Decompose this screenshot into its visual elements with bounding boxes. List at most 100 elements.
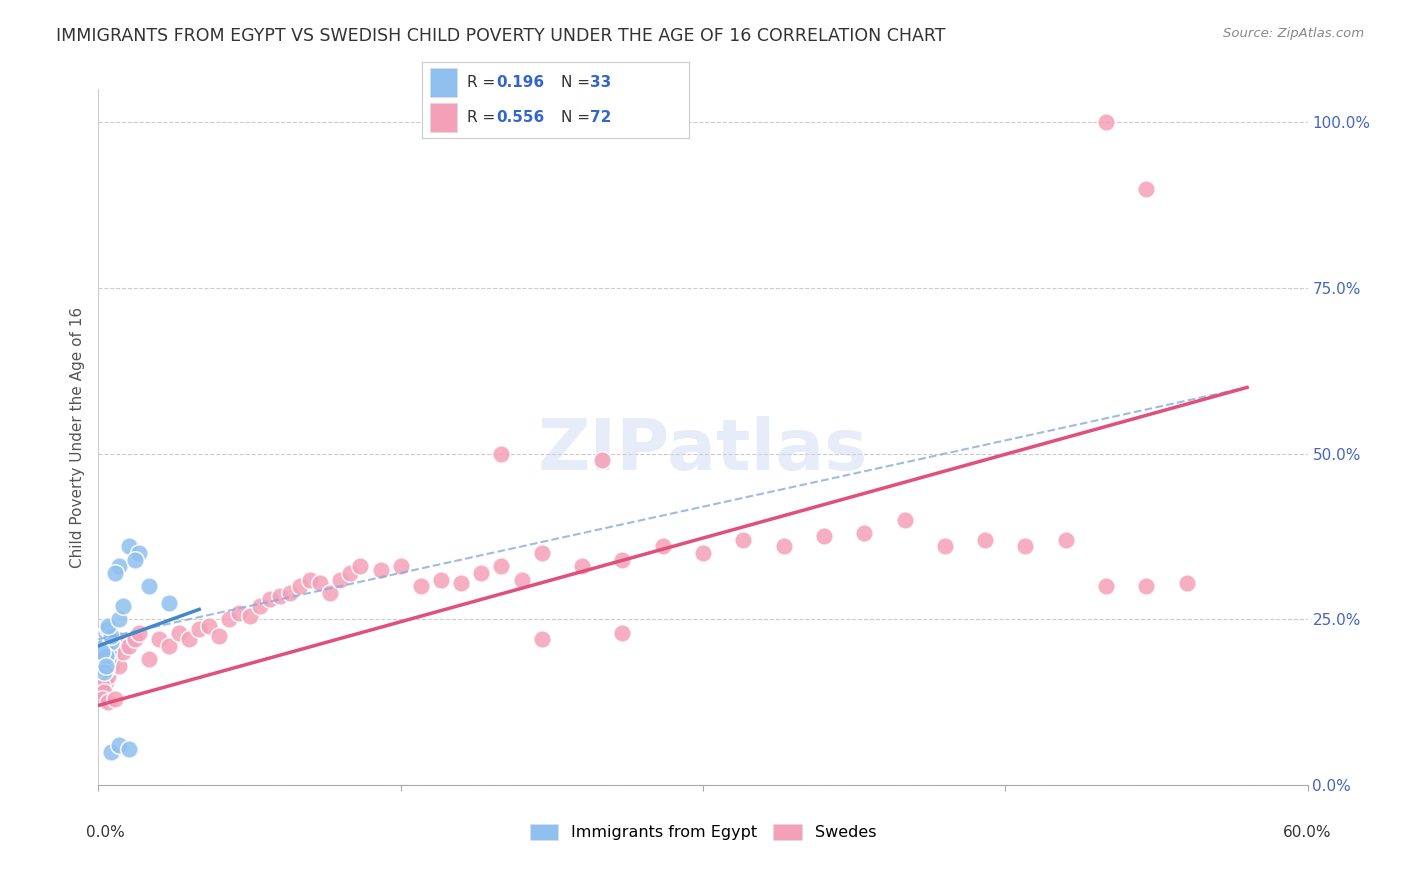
Point — [100, 745, 122, 759]
Point — [157, 596, 180, 610]
Point — [97, 619, 120, 633]
Text: N =: N = — [561, 75, 595, 90]
Point — [97, 695, 120, 709]
Y-axis label: Child Poverty Under the Age of 16: Child Poverty Under the Age of 16 — [69, 307, 84, 567]
Point — [470, 566, 492, 580]
Point — [124, 632, 146, 647]
Point — [100, 635, 122, 649]
Point — [128, 546, 150, 560]
Point — [103, 639, 125, 653]
Text: 72: 72 — [591, 111, 612, 125]
Point — [118, 639, 141, 653]
Point — [101, 645, 124, 659]
Point — [107, 559, 129, 574]
Point — [612, 552, 634, 566]
Point — [1014, 540, 1036, 554]
Legend: Immigrants from Egypt, Swedes: Immigrants from Egypt, Swedes — [523, 817, 883, 847]
Point — [107, 658, 129, 673]
Point — [430, 573, 453, 587]
Point — [349, 559, 371, 574]
Point — [288, 579, 311, 593]
Point — [692, 546, 714, 560]
Point — [228, 606, 250, 620]
Point — [813, 529, 835, 543]
Point — [118, 741, 141, 756]
Point — [97, 622, 120, 636]
Point — [1095, 115, 1118, 129]
Point — [118, 540, 141, 554]
Point — [571, 559, 593, 574]
Point — [1095, 579, 1118, 593]
Bar — [430, 103, 457, 132]
Point — [239, 609, 262, 624]
Point — [651, 540, 673, 554]
Point — [259, 592, 281, 607]
Point — [1135, 181, 1157, 195]
Point — [105, 632, 128, 647]
Point — [1054, 533, 1077, 547]
Point — [309, 575, 332, 590]
Text: R =: R = — [467, 75, 501, 90]
Point — [93, 658, 115, 673]
Point — [530, 632, 553, 647]
Point — [278, 586, 301, 600]
Point — [91, 691, 114, 706]
Point — [96, 648, 118, 663]
Text: Source: ZipAtlas.com: Source: ZipAtlas.com — [1223, 27, 1364, 40]
Point — [96, 658, 118, 673]
Point — [128, 625, 150, 640]
Point — [218, 612, 240, 626]
Bar — [430, 68, 457, 96]
Point — [100, 652, 122, 666]
Point — [96, 662, 118, 676]
Point — [893, 513, 915, 527]
Point — [103, 691, 125, 706]
Point — [772, 540, 794, 554]
Point — [93, 679, 115, 693]
Text: 0.196: 0.196 — [496, 75, 544, 90]
Text: N =: N = — [561, 111, 595, 125]
Point — [97, 662, 120, 676]
Point — [339, 566, 361, 580]
Point — [96, 656, 118, 670]
Text: 33: 33 — [591, 75, 612, 90]
Text: IMMIGRANTS FROM EGYPT VS SWEDISH CHILD POVERTY UNDER THE AGE OF 16 CORRELATION C: IMMIGRANTS FROM EGYPT VS SWEDISH CHILD P… — [56, 27, 946, 45]
Point — [96, 672, 118, 686]
Point — [111, 599, 134, 613]
Point — [853, 526, 876, 541]
Point — [591, 453, 613, 467]
Point — [96, 675, 118, 690]
Point — [319, 586, 342, 600]
Point — [100, 658, 122, 673]
Point — [97, 668, 120, 682]
Point — [97, 652, 120, 666]
Point — [491, 447, 513, 461]
Point — [93, 685, 115, 699]
Point — [107, 612, 129, 626]
Point — [370, 563, 392, 577]
Point — [612, 625, 634, 640]
Point — [100, 629, 122, 643]
Point — [198, 619, 221, 633]
Point — [208, 629, 231, 643]
Point — [157, 639, 180, 653]
Point — [96, 635, 118, 649]
Text: 0.0%: 0.0% — [86, 825, 125, 840]
Point — [96, 625, 118, 640]
Point — [249, 599, 271, 613]
Point — [91, 645, 114, 659]
Point — [530, 546, 553, 560]
Text: 0.556: 0.556 — [496, 111, 546, 125]
Point — [97, 642, 120, 657]
Point — [111, 645, 134, 659]
Point — [138, 652, 160, 666]
Point — [138, 579, 160, 593]
Point — [100, 632, 122, 647]
Point — [269, 589, 291, 603]
Text: 60.0%: 60.0% — [1284, 825, 1331, 840]
Point — [1135, 579, 1157, 593]
Point — [179, 632, 201, 647]
Point — [97, 629, 120, 643]
Point — [188, 622, 211, 636]
Point — [491, 559, 513, 574]
